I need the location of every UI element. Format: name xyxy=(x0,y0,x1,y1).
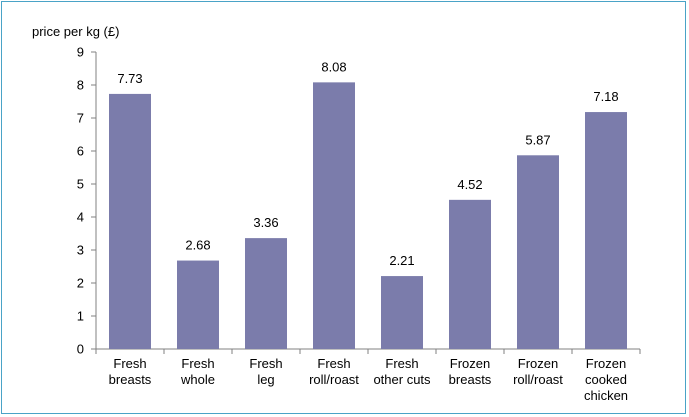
data-label: 2.68 xyxy=(185,238,210,253)
y-axis-label: price per kg (£) xyxy=(32,24,119,39)
y-tick-label: 8 xyxy=(77,78,84,93)
bar xyxy=(177,260,219,349)
category-label: Frozen xyxy=(450,356,490,371)
data-label: 2.21 xyxy=(389,253,414,268)
data-label: 7.18 xyxy=(593,89,618,104)
category-label: roll/roast xyxy=(513,372,563,387)
y-tick-label: 6 xyxy=(77,144,84,159)
bar xyxy=(245,238,287,349)
y-tick-label: 3 xyxy=(77,243,84,258)
category-label: chicken xyxy=(584,388,628,403)
y-tick-label: 7 xyxy=(77,111,84,126)
category-label: Frozen xyxy=(518,356,558,371)
bar xyxy=(449,199,491,349)
bar xyxy=(517,155,559,349)
data-label: 7.73 xyxy=(117,71,142,86)
category-label: breasts xyxy=(109,372,152,387)
y-tick-label: 4 xyxy=(77,210,84,225)
category-label: cooked xyxy=(585,372,627,387)
category-label: leg xyxy=(257,372,274,387)
bar xyxy=(313,82,355,350)
category-label: Fresh xyxy=(113,356,146,371)
category-label: whole xyxy=(180,372,215,387)
y-tick-label: 1 xyxy=(77,309,84,324)
category-label: Fresh xyxy=(385,356,418,371)
bar xyxy=(381,276,423,349)
category-label: other cuts xyxy=(373,372,431,387)
data-label: 8.08 xyxy=(321,59,346,74)
category-label: roll/roast xyxy=(309,372,359,387)
category-label: Fresh xyxy=(317,356,350,371)
bars xyxy=(109,82,627,350)
data-label: 4.52 xyxy=(457,177,482,192)
category-label: Fresh xyxy=(181,356,214,371)
bar xyxy=(585,112,627,349)
data-label: 5.87 xyxy=(525,132,550,147)
bar xyxy=(109,93,151,349)
y-tick-label: 2 xyxy=(77,276,84,291)
y-tick-label: 5 xyxy=(77,177,84,192)
y-tick-label: 0 xyxy=(77,342,84,357)
data-label: 3.36 xyxy=(253,215,278,230)
y-tick-label: 9 xyxy=(77,45,84,60)
category-label: Frozen xyxy=(586,356,626,371)
labels: 7.73Freshbreasts2.68Freshwhole3.36Freshl… xyxy=(109,59,628,403)
category-label: breasts xyxy=(449,372,492,387)
category-label: Fresh xyxy=(249,356,282,371)
